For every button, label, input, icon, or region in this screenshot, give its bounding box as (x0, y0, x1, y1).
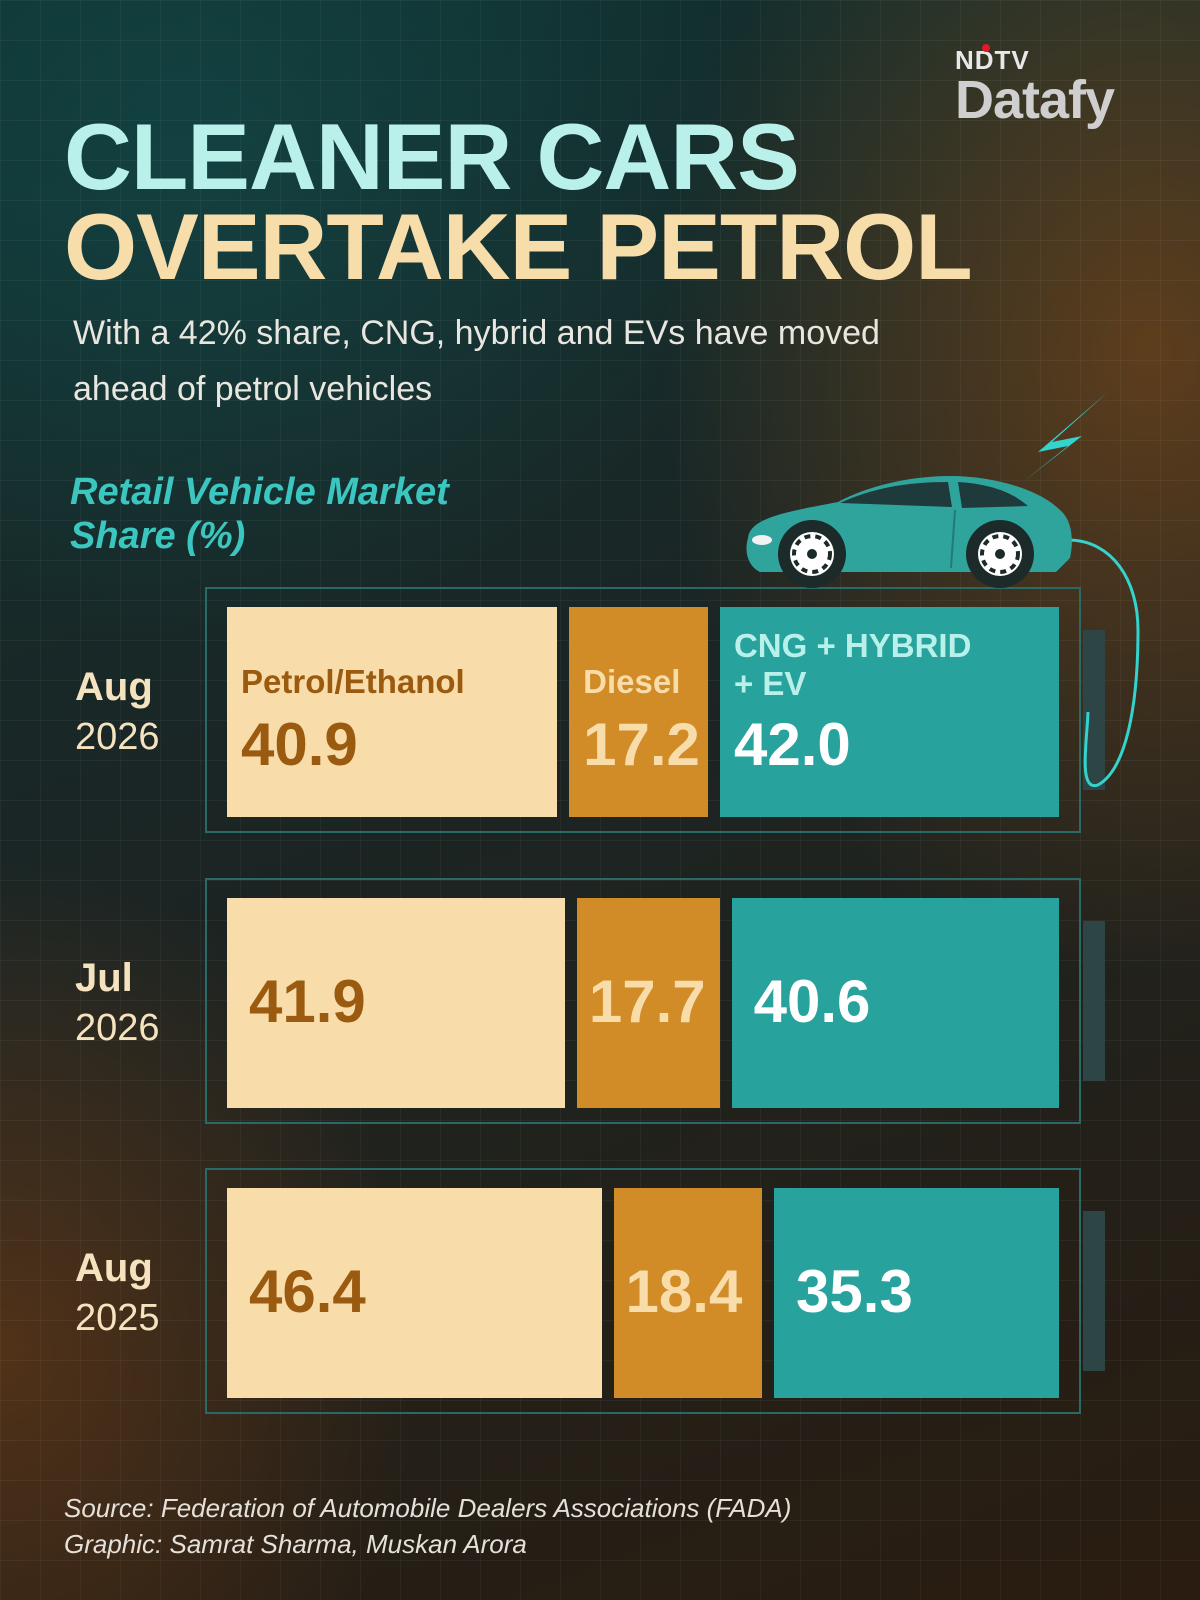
battery-row: 41.9 17.7 40.6 (205, 878, 1081, 1124)
segment-value: 40.9 (241, 711, 358, 778)
period-year: 2025 (75, 1297, 160, 1339)
segment-label: CNG + HYBRID + EV (733, 627, 972, 702)
period-label: Jul 2026 (75, 953, 160, 1053)
bar-segment-diesel: Diesel 17.2 (569, 607, 708, 817)
battery-row: Petrol/Ethanol 40.9 Diesel 17.2 CNG + HYBRID… (205, 587, 1081, 833)
bar-segment-diesel: 18.4 (613, 1188, 763, 1398)
segment-value: 17.7 (588, 968, 706, 1035)
title-line-2: OVERTAKE PETROL (64, 194, 973, 299)
battery-row: 46.4 18.4 35.3 (205, 1168, 1081, 1414)
bar-segment-diesel: 17.7 (576, 898, 720, 1108)
bar-segment-petrol: 41.9 (227, 898, 565, 1108)
period-month: Aug (75, 1246, 153, 1290)
title-line-1: CLEANER CARS (64, 104, 800, 209)
period-label: Aug 2025 (75, 1243, 160, 1343)
segment-value: 40.6 (753, 968, 871, 1035)
battery-terminal (1083, 630, 1105, 790)
bar-segment-clean: 40.6 (731, 898, 1059, 1108)
bar-segment-clean: CNG + HYBRID + EV 42.0 (719, 607, 1059, 817)
period-label: Aug 2026 (75, 662, 160, 762)
ndtv-datafy-logo: NDTV Datafy (955, 44, 1155, 135)
logo-datafy-text: Datafy (955, 70, 1115, 130)
period-year: 2026 (75, 1007, 160, 1049)
bar-segment-petrol: 46.4 (227, 1188, 602, 1398)
source-text: Source: Federation of Automobile Dealers… (64, 1493, 792, 1523)
segment-value: 18.4 (625, 1258, 743, 1325)
subtitle: With a 42% share, CNG, hybrid and EVs ha… (73, 314, 880, 408)
logo-red-dot (982, 44, 990, 52)
segment-value: 42.0 (733, 711, 851, 778)
electric-car-icon (746, 392, 1140, 788)
period-month: Jul (75, 956, 133, 1000)
battery-terminal (1083, 921, 1105, 1081)
segment-value: 41.9 (249, 968, 366, 1035)
bar-segment-petrol: Petrol/Ethanol 40.9 (227, 607, 558, 817)
battery-terminal (1083, 1211, 1105, 1371)
period-year: 2026 (75, 716, 160, 758)
segment-value: 35.3 (796, 1258, 913, 1325)
period-month: Aug (75, 665, 153, 709)
logo-ndtv-text: NDTV (955, 45, 1030, 75)
segment-value: 17.2 (583, 711, 700, 778)
chart-axis-label: Retail Vehicle Market Share (%) (70, 471, 449, 557)
segment-label: Diesel (583, 663, 681, 700)
source-note: Source: Federation of Automobile Dealers… (64, 1490, 791, 1562)
segment-label: Petrol/Ethanol (241, 663, 465, 700)
credit-text: Graphic: Samrat Sharma, Muskan Arora (64, 1529, 527, 1559)
segment-value: 46.4 (249, 1258, 366, 1325)
bar-segment-clean: 35.3 (774, 1188, 1059, 1398)
